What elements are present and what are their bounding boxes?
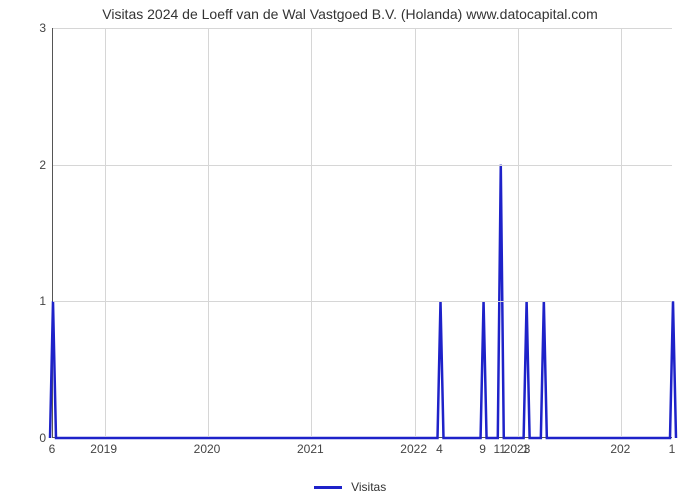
xtick-label: 202 <box>610 442 630 456</box>
gridline-v <box>621 28 622 437</box>
xtick-label: 2019 <box>90 442 117 456</box>
gridline-v <box>208 28 209 437</box>
legend-swatch <box>314 486 342 489</box>
ytick-label: 3 <box>6 21 46 35</box>
gridline-v <box>105 28 106 437</box>
data-point-label: 4 <box>436 442 443 456</box>
gridline-h <box>53 165 672 166</box>
gridline-h <box>53 301 672 302</box>
gridline-v <box>518 28 519 437</box>
data-point-label: 1 <box>522 442 529 456</box>
visits-chart: Visitas 2024 de Loeff van de Wal Vastgoe… <box>0 0 700 500</box>
line-series <box>53 28 672 437</box>
plot-area <box>52 28 672 438</box>
gridline-h <box>53 28 672 29</box>
data-point-label: 9 <box>479 442 486 456</box>
data-point-label: 11 <box>494 442 506 456</box>
ytick-label: 1 <box>6 294 46 308</box>
ytick-label: 2 <box>6 158 46 172</box>
legend: Visitas <box>0 479 700 494</box>
gridline-v <box>311 28 312 437</box>
ytick-label: 0 <box>6 431 46 445</box>
gridline-v <box>415 28 416 437</box>
data-point-label: 6 <box>49 442 56 456</box>
xtick-label: 2020 <box>194 442 221 456</box>
xtick-label: 2021 <box>297 442 324 456</box>
legend-label: Visitas <box>351 480 386 494</box>
data-point-label: 1 <box>669 442 676 456</box>
chart-title: Visitas 2024 de Loeff van de Wal Vastgoe… <box>0 6 700 22</box>
xtick-label: 2022 <box>400 442 427 456</box>
